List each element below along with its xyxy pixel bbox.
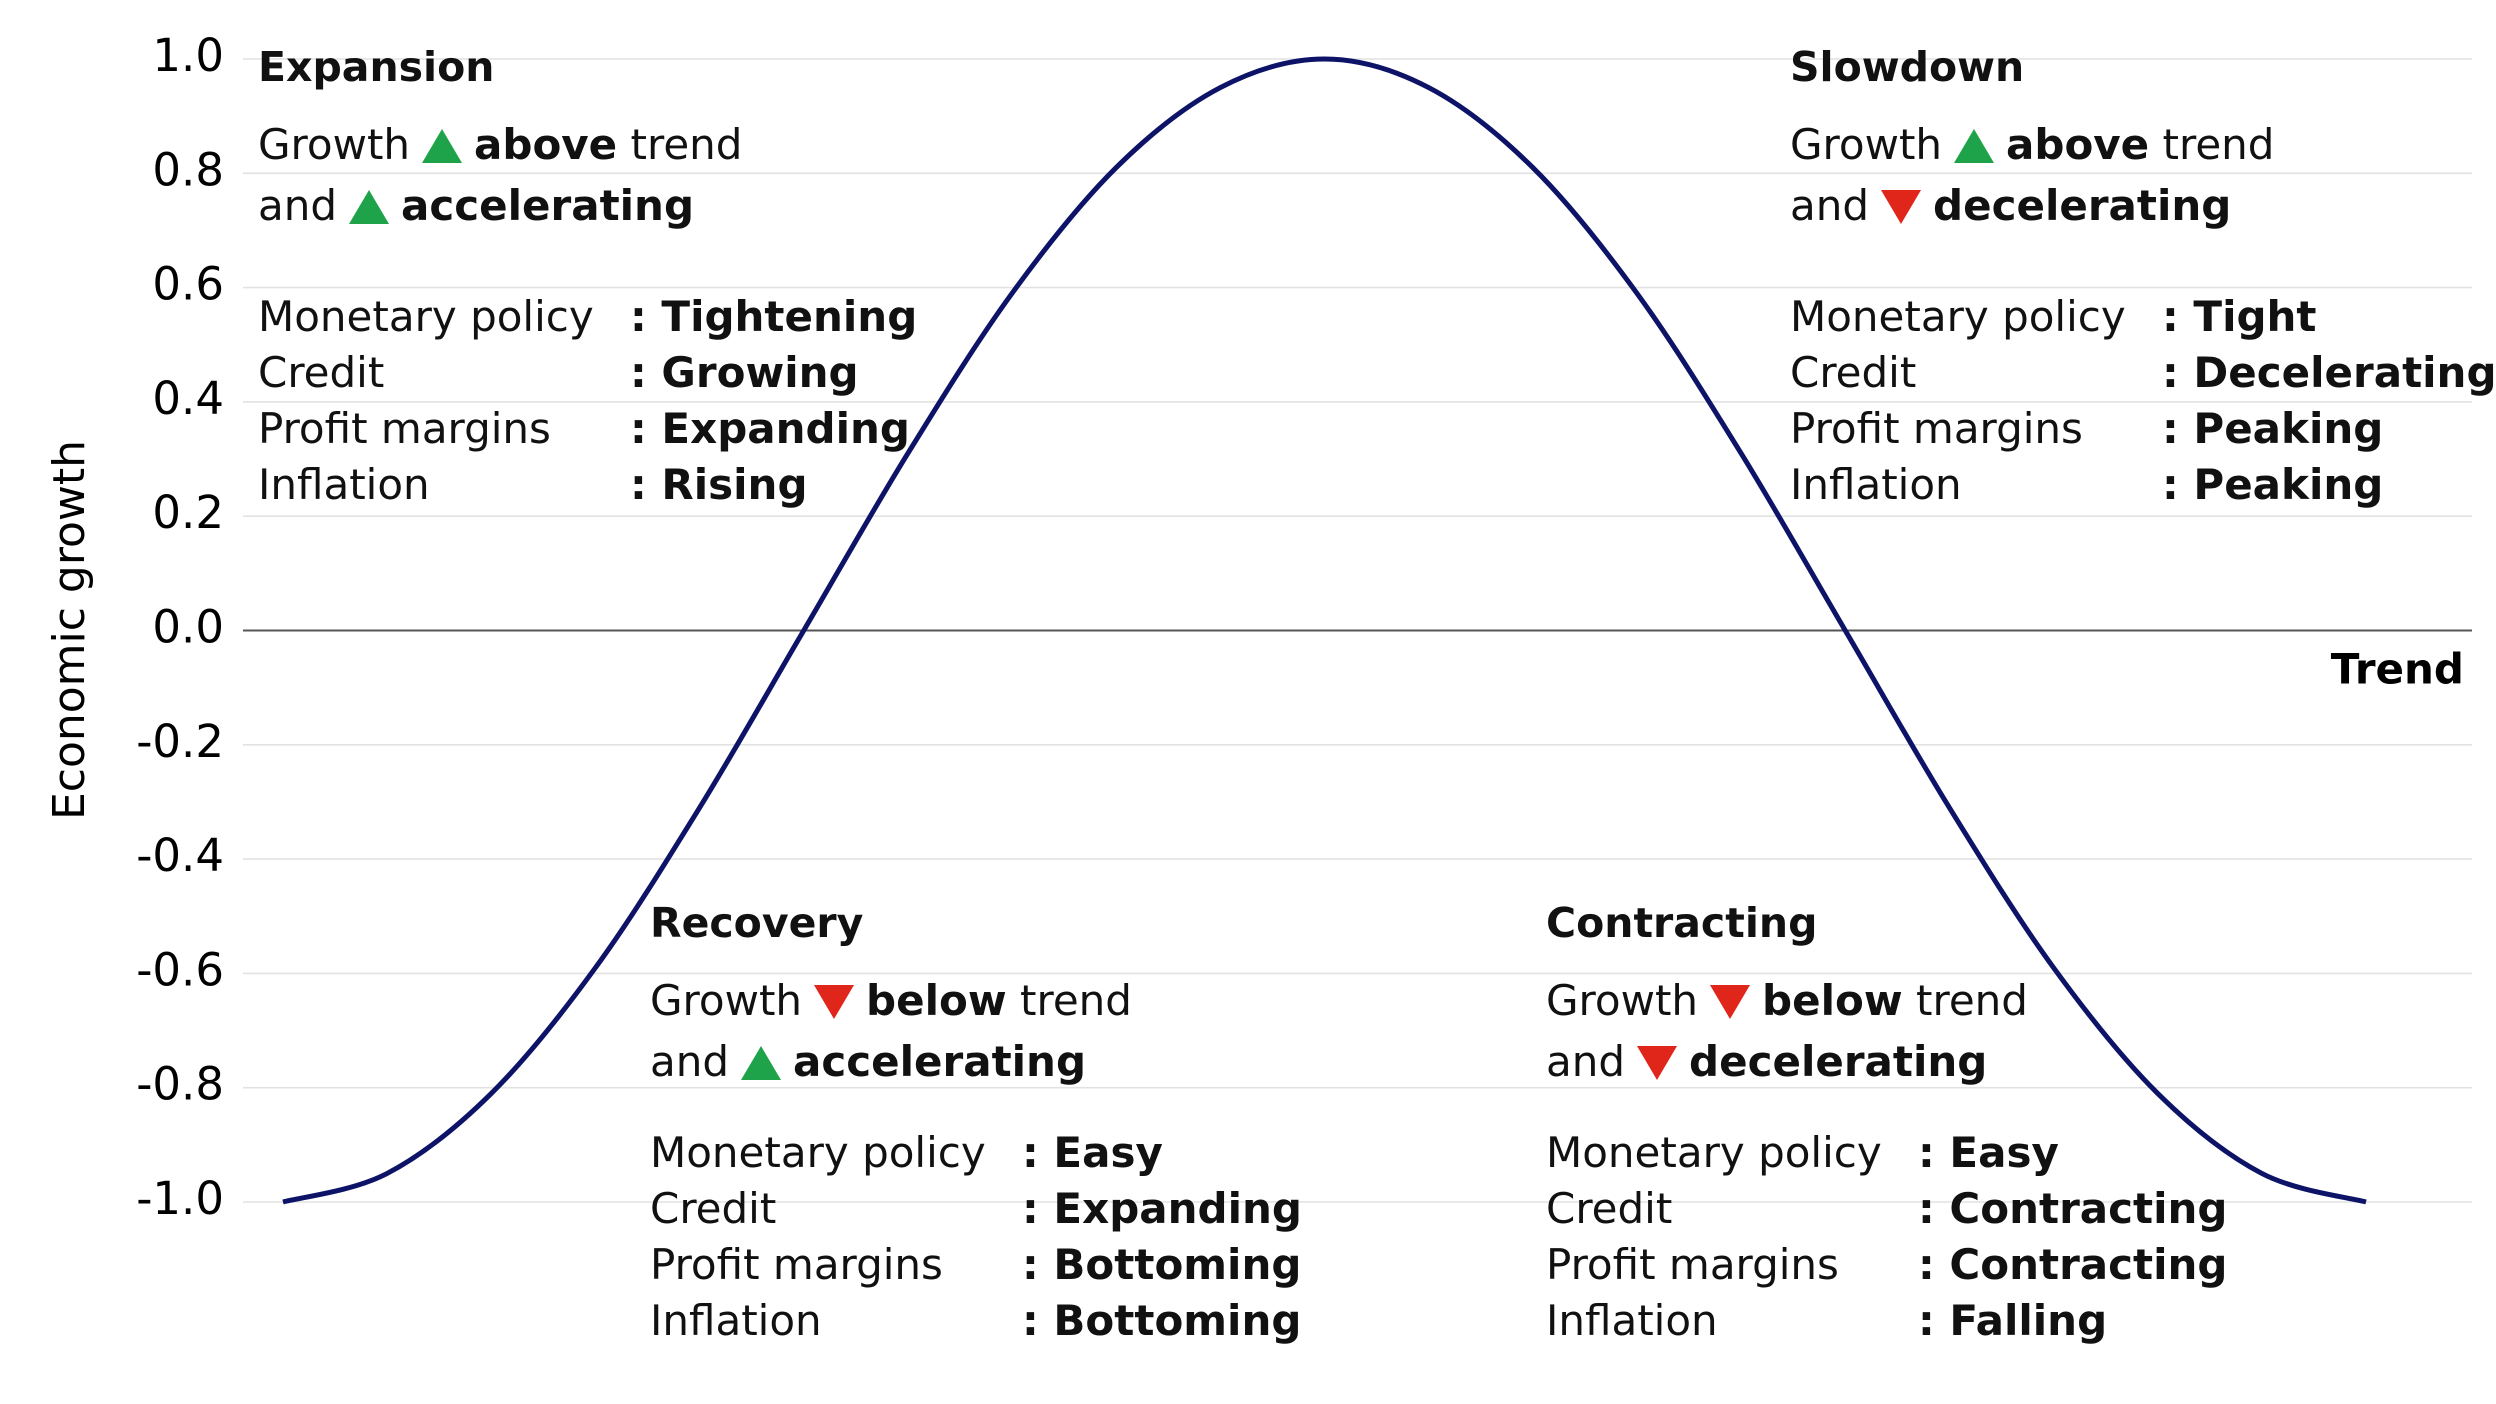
text: trend [1916,976,2028,1025]
change-line: and decelerating [1546,1031,2227,1092]
up-arrow [422,129,463,163]
text: and [1790,181,1870,230]
row-value: : Contracting [1918,1240,2228,1289]
row-value: : Tight [2162,292,2317,341]
y-tick-label: 0.6 [152,258,224,311]
text: Growth [1790,120,1943,169]
quadrant: Recovery Growth below trend and accelerati… [650,896,1302,1349]
y-tick-label: 0.0 [152,601,224,654]
up-arrow [741,1046,782,1080]
row-label: Inflation [1546,1296,1718,1345]
growth-line: Growth below trend [650,970,1302,1031]
text: and [1546,1037,1626,1086]
y-tick-label: 0.4 [152,372,224,425]
text: below [866,976,1007,1025]
text: Growth [1546,976,1699,1025]
text: above [474,120,618,169]
row-label: Monetary policy [1546,1128,1882,1177]
up-arrow [349,190,390,224]
quadrant: Contracting Growth below trend and deceler… [1546,896,2227,1349]
y-tick-label: -0.4 [136,829,224,882]
row-label: Inflation [258,460,430,509]
row-label: Credit [258,348,385,397]
y-tick-label: -0.6 [136,943,224,996]
y-tick-label: -0.8 [136,1058,224,1111]
row-value: : Easy [1918,1128,2059,1177]
growth-line: Growth above trend [258,114,917,175]
row-value: : Bottoming [1022,1296,1302,1345]
y-tick-label: 1.0 [152,29,224,82]
row-label: Credit [1790,348,1917,397]
row-label: Inflation [650,1296,822,1345]
y-tick-label: -1.0 [136,1172,224,1225]
row-value: : Decelerating [2162,348,2496,397]
row-label: Monetary policy [1790,292,2126,341]
text: trend [630,120,743,169]
row-value: : Bottoming [1022,1240,1302,1289]
row-label: Monetary policy [650,1128,986,1177]
row-label: Inflation [1790,460,1962,509]
text: trend [2162,120,2275,169]
quadrant-title: Slowdown [1790,43,2025,91]
row-label: Profit margins [650,1240,943,1289]
row-value: : Falling [1918,1296,2108,1345]
row-label: Monetary policy [258,292,594,341]
row-value: : Peaking [2162,404,2384,453]
y-tick-label: 0.2 [152,486,224,539]
text: accelerating [793,1037,1087,1086]
up-arrow [1954,129,1995,163]
down-arrow [814,985,855,1019]
text: and [650,1037,730,1086]
down-arrow [1710,985,1751,1019]
y-axis-label: Economic growth [44,440,95,820]
row-label: Profit margins [1790,404,2083,453]
change-line: and accelerating [650,1031,1302,1092]
row-label: Profit margins [1546,1240,1839,1289]
text: trend [1020,976,1132,1025]
row-value: : Rising [630,460,808,509]
growth-line: Growth above trend [1790,114,2496,175]
y-tick-label: -0.2 [136,715,224,768]
row-value: : Tightening [630,292,918,341]
text: Growth [650,976,803,1025]
text: below [1762,976,1903,1025]
row-label: Credit [650,1184,777,1233]
text: above [2006,120,2150,169]
row-label: Credit [1546,1184,1673,1233]
quadrant: Expansion Growth above trend and accelerat… [258,40,917,513]
quadrant-title: Contracting [1546,899,1818,947]
row-value: : Growing [630,348,859,397]
quadrant-title: Expansion [258,43,495,91]
growth-curve [282,56,2367,1205]
text: accelerating [401,181,695,230]
change-line: and accelerating [258,175,917,236]
quadrant-title: Recovery [650,899,864,947]
row-label: Profit margins [258,404,551,453]
down-arrow [1881,190,1922,224]
row-value: : Easy [1022,1128,1163,1177]
text: Growth [258,120,411,169]
text: decelerating [1933,181,2232,230]
change-line: and decelerating [1790,175,2496,236]
row-value: : Expanding [1022,1184,1302,1233]
text: and [258,181,338,230]
growth-line: Growth below trend [1546,970,2227,1031]
y-tick-label: 0.8 [152,143,224,196]
trend-label: Trend [2331,645,2464,694]
text: decelerating [1689,1037,1988,1086]
row-value: : Contracting [1918,1184,2228,1233]
quadrant: Slowdown Growth above trend and decelerati… [1790,40,2496,513]
row-value: : Peaking [2162,460,2384,509]
row-value: : Expanding [630,404,910,453]
down-arrow [1637,1046,1678,1080]
